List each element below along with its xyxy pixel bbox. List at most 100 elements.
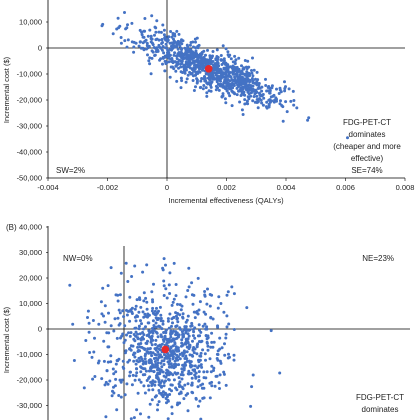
panel-a-data-point <box>205 91 209 95</box>
panel-b-data-point <box>181 387 185 391</box>
panel-b-data-point <box>152 282 155 286</box>
panel-a-data-point <box>287 87 291 91</box>
panel-b-data-point <box>225 293 229 297</box>
panel-b-data-point <box>142 291 146 295</box>
panel-b-data-point <box>175 403 179 407</box>
panel-b-data-point <box>143 373 147 377</box>
panel-a-data-point <box>255 80 259 84</box>
panel-a-data-point <box>247 86 251 90</box>
panel-a-data-point <box>174 69 178 73</box>
panel-b-data-point <box>162 384 166 388</box>
panel-a-data-point <box>221 85 225 88</box>
panel-a-data-point <box>283 80 286 84</box>
panel-a-data-point <box>253 89 257 93</box>
panel-b-data-point <box>178 357 182 361</box>
panel-b-data-point <box>153 380 157 384</box>
panel-a-data-point <box>141 46 145 50</box>
panel-b-data-point <box>154 321 158 325</box>
panel-b-data-point <box>205 327 209 331</box>
panel-b-data-point <box>179 308 183 312</box>
panel-a-data-point <box>283 87 287 90</box>
panel-b-data-point <box>143 367 147 371</box>
panel-b-data-point <box>168 387 171 391</box>
panel-b-data-point <box>181 312 185 316</box>
panel-b-data-point <box>205 337 209 341</box>
panel-a-data-point <box>189 41 193 44</box>
panel-a-data-point <box>154 47 158 50</box>
panel-b-data-point <box>156 371 160 375</box>
panel-b-data-point <box>106 284 110 288</box>
panel-a-data-point <box>150 37 154 41</box>
panel-a-data-point <box>226 50 230 54</box>
panel-b-data-point <box>174 294 178 298</box>
panel-a-data-point <box>185 43 189 47</box>
panel-b-data-point <box>97 322 101 326</box>
panel-a-data-point <box>237 56 241 60</box>
panel-b-data-point <box>150 343 154 347</box>
panel-a-data-point <box>164 62 168 66</box>
panel-a-data-point <box>275 87 278 91</box>
panel-a-data-point <box>155 37 159 41</box>
panel-b-data-point <box>245 306 249 310</box>
panel-b-data-point <box>129 417 133 420</box>
panel-b-data-point <box>143 391 147 395</box>
panel-a-data-point <box>220 94 224 98</box>
panel-b-data-point <box>139 355 143 359</box>
panel-b-data-point <box>161 370 165 374</box>
panel-b-data-point <box>135 408 139 412</box>
panel-a-data-point <box>163 55 167 59</box>
panel-b-data-point <box>179 327 182 331</box>
panel-a-data-point <box>224 67 228 71</box>
panel-b-data-point <box>186 382 190 386</box>
panel-a-data-point <box>239 87 242 91</box>
panel-a-data-point <box>247 97 251 101</box>
panel-a-data-point <box>203 79 207 83</box>
panel-b-data-point <box>111 389 114 393</box>
panel-b-data-point <box>156 335 160 339</box>
panel-a-data-point <box>193 59 197 63</box>
panel-a-data-point <box>243 93 247 97</box>
panel-b-data-point <box>146 347 150 351</box>
panel-a-data-point <box>217 88 221 92</box>
panel-a-data-point <box>154 30 158 34</box>
panel-b-data-point <box>136 391 140 395</box>
panel-a-x-axis-title: Incremental effectiveness (QALYs) <box>168 196 284 205</box>
panel-a-data-point <box>164 42 168 46</box>
panel-b-data-point <box>165 356 169 360</box>
panel-b-data-point <box>194 376 198 380</box>
panel-b-data-point <box>116 316 120 320</box>
panel-a-data-point <box>245 99 249 103</box>
panel-a-data-point <box>280 104 284 107</box>
panel-a-data-point <box>187 56 191 60</box>
panel-a-data-point <box>216 55 220 59</box>
panel-b-data-point <box>178 385 181 389</box>
panel-b-data-point <box>162 374 166 378</box>
panel-a-data-point <box>237 75 241 79</box>
panel-b-data-point <box>151 306 155 310</box>
panel-b-data-point <box>120 334 124 338</box>
panel-a-data-point <box>200 68 204 72</box>
panel-b-data-point <box>164 263 167 267</box>
panel-b-data-point <box>106 360 110 364</box>
panel-a-note-line-4: effective) <box>351 154 384 163</box>
panel-b-y-axis-title: Incremental cost ($) <box>2 306 11 373</box>
panel-b-data-point <box>186 332 190 336</box>
panel-a-data-point <box>140 33 144 37</box>
panel-a-data-point <box>243 72 247 76</box>
panel-b-data-point <box>165 401 168 405</box>
panel-b-data-point <box>154 394 158 398</box>
panel-a-data-point <box>214 88 218 92</box>
panel-b-data-point <box>82 386 86 390</box>
panel-b-data-point <box>184 342 188 346</box>
panel-b-data-point <box>151 382 155 385</box>
panel-b-data-point <box>112 329 116 333</box>
panel-a-data-point <box>166 51 170 55</box>
panel-b-data-point <box>177 349 181 353</box>
panel-b-data-point <box>146 350 150 354</box>
panel-a-data-point <box>261 93 265 96</box>
panel-b-data-point <box>128 374 132 378</box>
panel-b-data-point <box>211 317 215 321</box>
panel-b-data-point <box>153 309 157 313</box>
panel-b-data-point <box>151 319 155 323</box>
panel-b-data-point <box>153 347 157 351</box>
